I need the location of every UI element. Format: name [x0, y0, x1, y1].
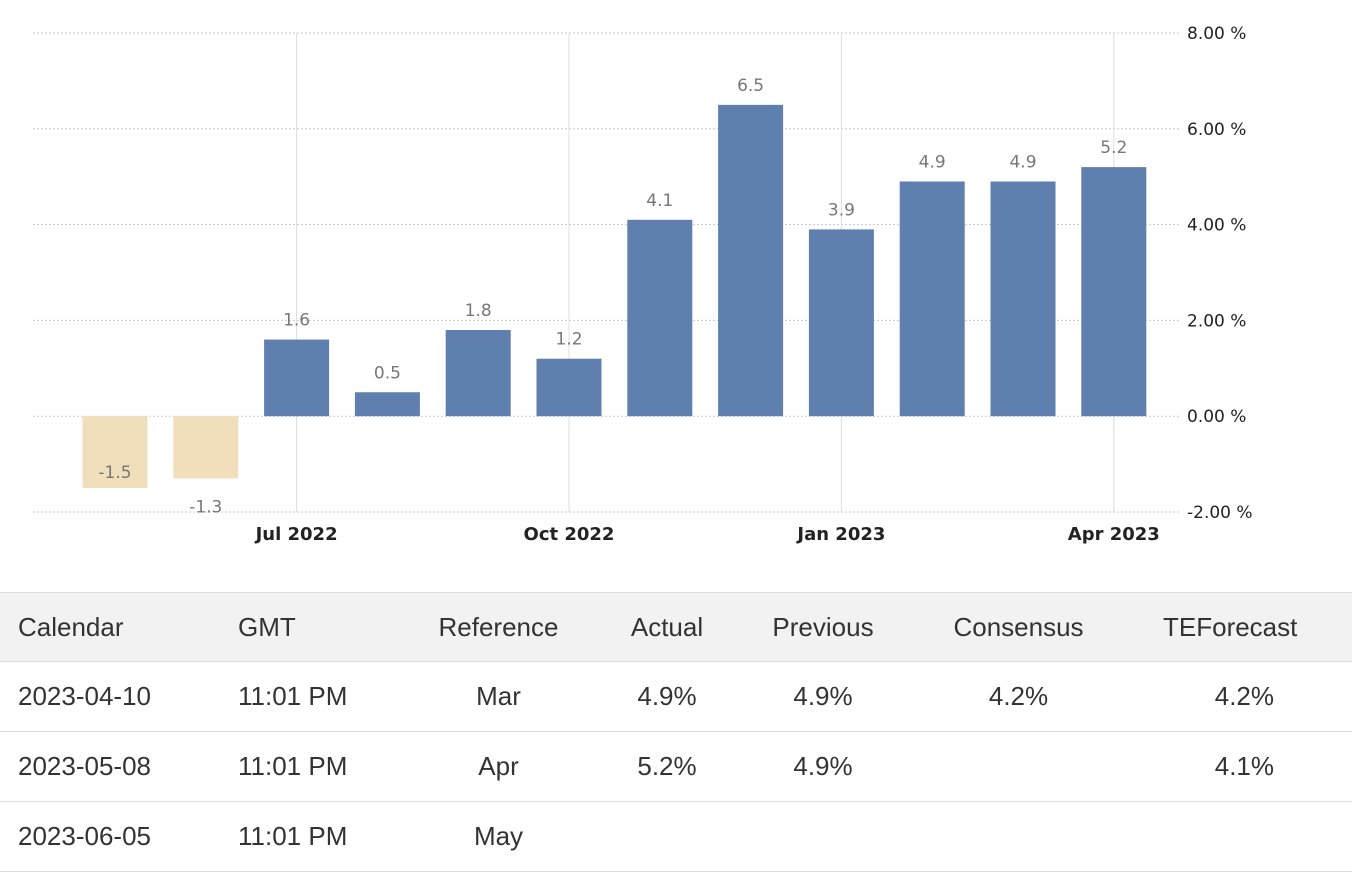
cell-reference: Mar [405, 661, 592, 732]
bar [1081, 167, 1147, 417]
table-row: 2023-05-08 11:01 PM Apr 5.2% 4.9% 4.1% [0, 731, 1352, 802]
cell-reference: May [405, 801, 592, 872]
y-tick-label: 2.00 % [1187, 311, 1246, 331]
cell-consensus: 4.2% [904, 661, 1133, 732]
bar [899, 181, 965, 417]
cell-calendar: 2023-06-05 [0, 801, 220, 872]
x-tick-label: Jan 2023 [795, 524, 885, 545]
cell-consensus [904, 731, 1133, 802]
cell-teforecast: 4.1% [1133, 731, 1352, 802]
bar [536, 358, 602, 417]
cell-calendar: 2023-05-08 [0, 731, 220, 802]
bar-chart: -1.5 -1.3 1.6 0.5 1.8 1.2 4.1 6.5 3.9 4.9 4.9 5.2 8… [33, 24, 1253, 545]
data-label: 6.5 [737, 76, 764, 96]
header-gmt: GMT [220, 592, 405, 662]
cell-calendar: 2023-04-10 [0, 661, 220, 732]
cell-gmt: 11:01 PM [220, 801, 405, 872]
data-label: 1.8 [465, 301, 492, 321]
y-tick-label: 4.00 % [1187, 216, 1246, 236]
data-label: -1.5 [98, 463, 131, 483]
table-header-row: Calendar GMT Reference Actual Previous C… [0, 592, 1352, 662]
x-tick-label: Apr 2023 [1068, 524, 1160, 545]
data-label: 0.5 [374, 363, 401, 383]
bar [264, 339, 330, 417]
x-tick-label: Jul 2022 [254, 524, 338, 545]
cell-previous: 4.9% [742, 661, 904, 732]
bars [82, 104, 1147, 489]
header-consensus: Consensus [904, 592, 1133, 662]
header-reference: Reference [405, 592, 592, 662]
cell-gmt: 11:01 PM [220, 661, 405, 732]
cell-gmt: 11:01 PM [220, 731, 405, 802]
x-tick-label: Oct 2022 [524, 524, 615, 545]
cell-reference: Apr [405, 731, 592, 802]
data-labels: -1.5 -1.3 1.6 0.5 1.8 1.2 4.1 6.5 3.9 4.9 4.9 5.2 [98, 76, 1127, 518]
header-teforecast: TEForecast [1133, 592, 1352, 662]
y-tick-label: -2.00 % [1187, 503, 1253, 523]
y-tick-label: 0.00 % [1187, 407, 1246, 427]
y-tick-label: 6.00 % [1187, 120, 1246, 140]
data-label: 4.1 [646, 191, 673, 211]
header-calendar: Calendar [0, 592, 220, 662]
bar [82, 416, 148, 489]
cell-actual: 4.9% [592, 661, 742, 732]
table-row: 2023-06-05 11:01 PM May [0, 801, 1352, 872]
cell-teforecast: 4.2% [1133, 661, 1352, 732]
x-axis-ticks: Jul 2022 Oct 2022 Jan 2023 Apr 2023 [254, 524, 1160, 545]
data-label: -1.3 [189, 497, 222, 517]
data-label: 1.6 [283, 311, 310, 331]
y-tick-label: 8.00 % [1187, 24, 1246, 44]
data-label: 5.2 [1100, 138, 1127, 158]
cell-teforecast [1133, 801, 1352, 872]
bar [445, 329, 511, 417]
data-label: 4.9 [919, 152, 946, 172]
bar [627, 219, 693, 417]
cell-actual [592, 801, 742, 872]
bar [354, 392, 420, 417]
header-actual: Actual [592, 592, 742, 662]
bar [990, 181, 1056, 417]
data-label: 4.9 [1009, 152, 1036, 172]
bar [718, 104, 784, 417]
cell-previous: 4.9% [742, 731, 904, 802]
table-row: 2023-04-10 11:01 PM Mar 4.9% 4.9% 4.2% 4… [0, 661, 1352, 732]
calendar-table: Calendar GMT Reference Actual Previous C… [0, 592, 1352, 872]
data-label: 1.2 [555, 330, 582, 350]
cell-previous [742, 801, 904, 872]
header-previous: Previous [742, 592, 904, 662]
cell-actual: 5.2% [592, 731, 742, 802]
bar [808, 229, 874, 417]
data-label: 3.9 [828, 200, 855, 220]
y-axis-ticks: 8.00 % 6.00 % 4.00 % 2.00 % 0.00 % -2.00 % [1187, 24, 1253, 523]
bar [173, 416, 239, 479]
cell-consensus [904, 801, 1133, 872]
